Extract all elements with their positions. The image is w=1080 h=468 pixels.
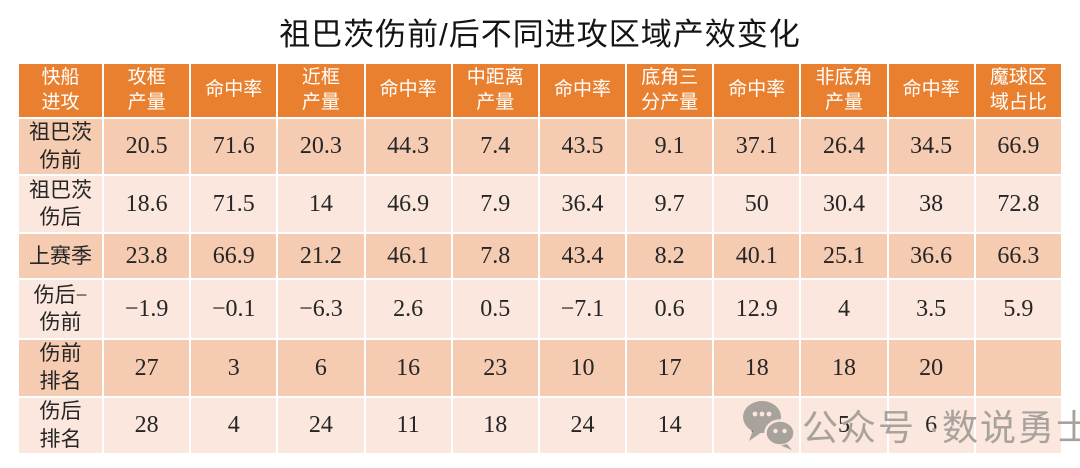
row-label: 伤前 排名	[17, 338, 104, 398]
table-cell: 5	[799, 395, 889, 456]
table-header-row: 快船 进攻 攻框 产量 命中率 近框 产量 命中率 中距离 产量 命中率 底角三 分产量 …	[17, 62, 1064, 119]
table-cell: 30.4	[799, 174, 889, 235]
table-cell: 5.9	[973, 278, 1064, 341]
table-cell: −7.1	[537, 278, 628, 341]
table-cell: 44.3	[363, 116, 453, 177]
column-header-moreyball-share: 魔球区 域占比	[973, 62, 1064, 119]
table-cell: 37.1	[712, 116, 802, 177]
table-cell: 20.3	[276, 116, 366, 177]
table-cell: 38	[886, 174, 976, 235]
column-header-team-offense: 快船 进攻	[17, 62, 104, 119]
table-row-last-season: 上赛季 23.8 66.9 21.2 46.1 7.8 43.4 8.2 40.…	[17, 232, 1064, 281]
table-cell: 18	[450, 395, 540, 456]
column-header-fg-pct-4: 命中率	[712, 62, 802, 119]
table-cell	[973, 395, 1064, 456]
table-cell: 7.8	[450, 232, 540, 281]
column-header-noncorner3-volume: 非底角 产量	[799, 62, 889, 119]
column-header-fg-pct-3: 命中率	[537, 62, 628, 119]
column-header-midrange-volume: 中距离 产量	[450, 62, 540, 119]
table-cell: 34.5	[886, 116, 976, 177]
column-header-fg-pct-2: 命中率	[363, 62, 453, 119]
row-label: 上赛季	[17, 232, 104, 281]
table-cell: 21.2	[276, 232, 366, 281]
column-header-near-rim-volume: 近框 产量	[276, 62, 366, 119]
table-cell: 23	[450, 338, 540, 398]
table-cell: 18	[799, 338, 889, 398]
table-cell: 43.5	[537, 116, 628, 177]
table-row-pre-injury: 祖巴茨 伤前 20.5 71.6 20.3 44.3 7.4 43.5 9.1 3…	[17, 116, 1064, 177]
table-cell: 17	[625, 338, 715, 398]
table-cell: 20	[886, 338, 976, 398]
table-cell: 16	[363, 338, 453, 398]
table-cell: 3.5	[886, 278, 976, 341]
table-cell: 18.6	[101, 174, 192, 235]
table-row-pre-injury-rank: 伤前 排名 27 3 6 16 23 10 17 18 18 20	[17, 338, 1064, 398]
table-cell: 10	[537, 338, 628, 398]
table-cell: 3	[189, 338, 279, 398]
table-cell: 4	[189, 395, 279, 456]
table-cell: 26.4	[799, 116, 889, 177]
table-cell: 24	[537, 395, 628, 456]
row-label: 祖巴茨 伤后	[17, 174, 104, 235]
table-cell: 0.5	[450, 278, 540, 341]
table-cell: 71.6	[189, 116, 279, 177]
table-cell: 14	[276, 174, 366, 235]
table-cell: −0.1	[189, 278, 279, 341]
table-cell: 27	[101, 338, 192, 398]
table-cell: 9.7	[625, 174, 715, 235]
column-header-fg-pct-1: 命中率	[189, 62, 279, 119]
table-cell: 0.6	[625, 278, 715, 341]
wechat-icon	[742, 400, 796, 450]
table-cell: 43.4	[537, 232, 628, 281]
row-label: 伤后 排名	[17, 395, 104, 456]
table-cell: 7.9	[450, 174, 540, 235]
table-cell: 9.1	[625, 116, 715, 177]
table-cell: 6	[886, 395, 976, 456]
row-label: 祖巴茨 伤前	[17, 116, 104, 177]
table-cell: 50	[712, 174, 802, 235]
table-cell: 66.9	[189, 232, 279, 281]
table-cell: 46.1	[363, 232, 453, 281]
table-cell: 7.4	[450, 116, 540, 177]
table-cell: 8.2	[625, 232, 715, 281]
table-cell: 36.4	[537, 174, 628, 235]
table-cell: 66.9	[973, 116, 1064, 177]
column-header-rim-attack-volume: 攻框 产量	[101, 62, 192, 119]
page-title: 祖巴茨伤前/后不同进攻区域产效变化	[279, 17, 801, 52]
table-cell: 36.6	[886, 232, 976, 281]
table-cell: 14	[625, 395, 715, 456]
table-cell: 66.3	[973, 232, 1064, 281]
table-cell: 40.1	[712, 232, 802, 281]
table-cell: 24	[276, 395, 366, 456]
table-cell: 23.8	[101, 232, 192, 281]
watermark-text: 公众号 ·数说勇士	[802, 407, 1080, 448]
table-cell: 28	[101, 395, 192, 456]
table-cell: 46.9	[363, 174, 453, 235]
table-cell: 71.5	[189, 174, 279, 235]
table-cell: 12.9	[712, 278, 802, 341]
table-cell: 4	[799, 278, 889, 341]
table-cell: 18	[712, 338, 802, 398]
table-cell: 25.1	[799, 232, 889, 281]
table-row-post-minus-pre: 伤后− 伤前 −1.9 −0.1 −6.3 2.6 0.5 −7.1 0.6 12…	[17, 278, 1064, 341]
table-cell: 72.8	[973, 174, 1064, 235]
table-cell: 20.5	[101, 116, 192, 177]
column-header-corner3-volume: 底角三 分产量	[625, 62, 715, 119]
column-header-fg-pct-5: 命中率	[886, 62, 976, 119]
table-cell: 2.6	[363, 278, 453, 341]
watermark: 公众号 ·数说勇士	[742, 399, 1080, 451]
table-row-post-injury: 祖巴茨 伤后 18.6 71.5 14 46.9 7.9 36.4 9.7 50 …	[17, 174, 1064, 235]
table-cell: 11	[363, 395, 453, 456]
table-cell: −1.9	[101, 278, 192, 341]
table-cell: −6.3	[276, 278, 366, 341]
table-cell	[973, 338, 1064, 398]
row-label: 伤后− 伤前	[17, 278, 104, 341]
table-cell: 6	[276, 338, 366, 398]
stats-table: 快船 进攻 攻框 产量 命中率 近框 产量 命中率 中距离 产量 命中率 底角三 分产量 …	[17, 62, 1064, 456]
